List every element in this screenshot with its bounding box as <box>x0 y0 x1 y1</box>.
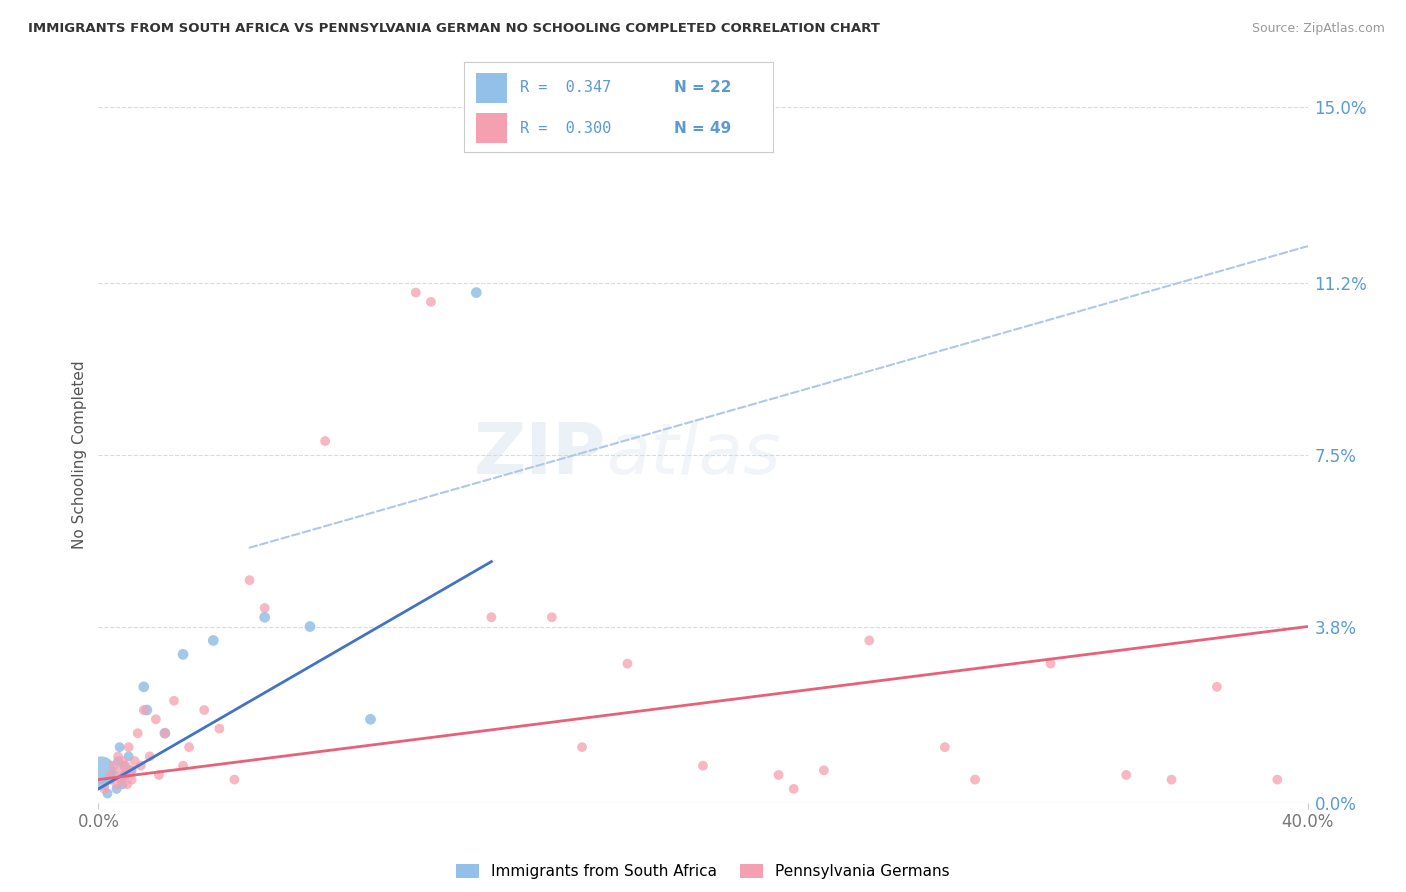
Point <box>120 764 142 778</box>
Text: R =  0.347: R = 0.347 <box>520 80 612 95</box>
Point <box>110 772 132 787</box>
Point <box>111 777 134 791</box>
Point <box>132 680 155 694</box>
Text: ZIP: ZIP <box>474 420 606 490</box>
Point <box>107 754 129 768</box>
Text: Source: ZipAtlas.com: Source: ZipAtlas.com <box>1251 22 1385 36</box>
Legend: Immigrants from South Africa, Pennsylvania Germans: Immigrants from South Africa, Pennsylvan… <box>450 858 956 886</box>
Point <box>112 768 135 782</box>
Text: N = 49: N = 49 <box>675 120 731 136</box>
Point <box>91 777 114 791</box>
Point <box>420 294 443 309</box>
Point <box>110 772 132 787</box>
Point <box>208 722 231 736</box>
Point <box>145 712 167 726</box>
Point <box>105 777 128 791</box>
Point <box>111 754 134 768</box>
Point <box>934 740 956 755</box>
Point <box>1267 772 1289 787</box>
Point <box>1206 680 1229 694</box>
Point <box>103 758 125 772</box>
Point <box>163 694 186 708</box>
Point <box>193 703 215 717</box>
Point <box>172 758 194 772</box>
Point <box>90 764 112 778</box>
Point <box>114 768 136 782</box>
Point <box>132 703 155 717</box>
Point <box>108 764 131 778</box>
Point <box>118 749 141 764</box>
Point <box>124 754 146 768</box>
Point <box>692 758 714 772</box>
Point <box>118 740 141 755</box>
Point <box>314 434 336 448</box>
Point <box>153 726 176 740</box>
Text: atlas: atlas <box>606 420 780 490</box>
Point <box>127 726 149 740</box>
Point <box>965 772 987 787</box>
Point <box>239 573 262 587</box>
Point <box>108 740 131 755</box>
Point <box>405 285 427 300</box>
Point <box>179 740 201 755</box>
Point <box>112 758 135 772</box>
Point <box>148 768 170 782</box>
Bar <box>477 113 508 143</box>
Point <box>465 285 488 300</box>
Point <box>616 657 638 671</box>
Text: N = 22: N = 22 <box>675 80 731 95</box>
Point <box>129 758 152 772</box>
Point <box>1039 657 1062 671</box>
Point <box>100 772 122 787</box>
Point <box>1115 768 1137 782</box>
Point <box>571 740 593 755</box>
Text: IMMIGRANTS FROM SOUTH AFRICA VS PENNSYLVANIA GERMAN NO SCHOOLING COMPLETED CORRE: IMMIGRANTS FROM SOUTH AFRICA VS PENNSYLV… <box>28 22 880 36</box>
Bar <box>477 73 508 103</box>
Point <box>253 601 276 615</box>
Point <box>153 726 176 740</box>
Point <box>107 749 129 764</box>
Point <box>172 648 194 662</box>
Point <box>121 764 143 778</box>
Point <box>253 610 276 624</box>
Point <box>139 749 162 764</box>
Point <box>541 610 564 624</box>
Point <box>135 703 157 717</box>
Point <box>96 787 118 801</box>
Text: R =  0.300: R = 0.300 <box>520 120 612 136</box>
Point <box>783 781 806 796</box>
Point <box>481 610 503 624</box>
Point <box>858 633 880 648</box>
Point <box>202 633 225 648</box>
Point <box>93 781 115 796</box>
Point <box>360 712 382 726</box>
Point <box>114 758 136 772</box>
Point <box>100 768 122 782</box>
Y-axis label: No Schooling Completed: No Schooling Completed <box>72 360 87 549</box>
Point <box>105 781 128 796</box>
Point <box>1160 772 1182 787</box>
Point <box>121 772 143 787</box>
Point <box>115 777 138 791</box>
Point <box>299 619 322 633</box>
Point <box>813 764 835 778</box>
Point <box>224 772 246 787</box>
Point <box>103 768 125 782</box>
Point <box>768 768 790 782</box>
